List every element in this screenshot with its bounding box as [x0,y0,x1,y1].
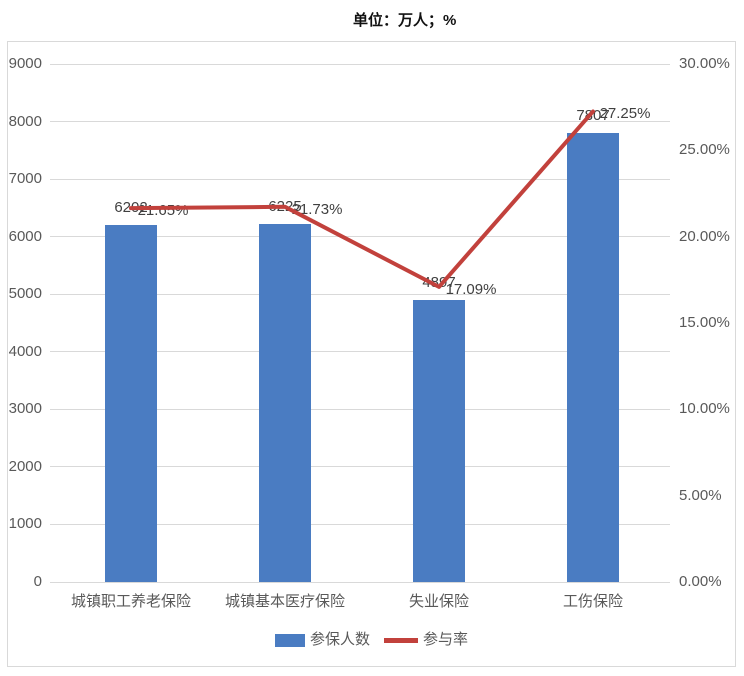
left-axis-tick: 6000 [8,227,42,245]
bar [567,132,619,582]
legend-item-line: 参与率 [384,631,468,649]
gridline [50,581,670,583]
left-axis-tick: 4000 [8,342,42,360]
left-axis-tick: 1000 [8,515,42,533]
left-axis-tick: 3000 [8,400,42,418]
bar [413,300,465,582]
right-axis-tick: 5.00% [679,486,722,504]
left-axis-tick: 8000 [8,112,42,130]
legend-item-bars: 参保人数 [274,631,370,649]
legend-label: 参与率 [423,631,469,648]
right-axis-tick: 25.00% [679,141,730,159]
gridline [50,523,670,525]
left-axis-tick: 5000 [8,285,42,303]
right-axis-tick: 10.00% [679,400,730,418]
gridline [50,408,670,410]
right-axis-tick: 30.00% [679,55,730,72]
gridline [50,351,670,353]
category-label: 城镇职工养老保险 [70,593,191,610]
right-axis-tick: 15.00% [679,314,730,331]
left-axis-tick: 2000 [8,457,42,475]
line-value-label: 27.25% [599,105,651,123]
category-label: 失业保险 [408,593,469,610]
category-label: 工伤保险 [562,593,623,610]
legend-label: 参保人数 [309,631,370,648]
line-value-label: 17.09% [445,280,497,298]
left-axis-tick: 0 [33,573,42,590]
line-swatch-icon [384,637,418,643]
line-value-label: 21.65% [137,202,189,220]
left-axis-tick: 9000 [8,55,42,72]
bar [259,223,311,582]
chart-title: 单位：万人；% [353,12,457,29]
bar-swatch-icon [274,633,305,647]
gridline [50,293,670,295]
legend: 参保人数 参与率 [7,631,736,649]
gridline [50,466,670,468]
bar [105,225,157,582]
category-label: 城镇基本医疗保险 [224,593,345,610]
right-axis-tick: 20.00% [679,227,730,245]
gridline [50,63,670,65]
line-value-label: 21.73% [291,200,343,218]
right-axis-tick: 0.00% [679,573,722,590]
left-axis-tick: 7000 [8,170,42,188]
